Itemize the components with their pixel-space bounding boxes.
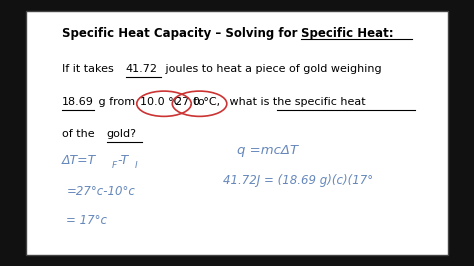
- Text: of the: of the: [62, 129, 98, 139]
- Text: Specific Heat:: Specific Heat:: [301, 27, 393, 40]
- Text: what is the specific heat: what is the specific heat: [226, 97, 366, 107]
- Text: ΔT=T: ΔT=T: [62, 154, 96, 167]
- Text: g from: g from: [95, 97, 138, 107]
- Text: 27.0 °C,: 27.0 °C,: [175, 97, 220, 107]
- Text: Specific Heat Capacity – Solving for: Specific Heat Capacity – Solving for: [62, 27, 301, 40]
- Text: q =mcΔT: q =mcΔT: [237, 144, 298, 157]
- Text: gold?: gold?: [107, 129, 137, 139]
- FancyBboxPatch shape: [26, 11, 448, 255]
- Text: 10.0 °C: 10.0 °C: [140, 97, 181, 107]
- Text: 41.72: 41.72: [126, 64, 158, 74]
- Text: -T: -T: [118, 154, 129, 167]
- Text: 18.69: 18.69: [62, 97, 93, 107]
- Text: 41.72J = (18.69 g)(c)(17°: 41.72J = (18.69 g)(c)(17°: [223, 174, 373, 187]
- Text: I: I: [135, 161, 138, 170]
- Text: = 17°c: = 17°c: [66, 214, 107, 227]
- Text: F: F: [111, 161, 117, 170]
- Text: to: to: [190, 97, 208, 107]
- Text: =27°c-10°c: =27°c-10°c: [66, 185, 135, 198]
- Text: joules to heat a piece of gold weighing: joules to heat a piece of gold weighing: [162, 64, 382, 74]
- Text: If it takes: If it takes: [62, 64, 117, 74]
